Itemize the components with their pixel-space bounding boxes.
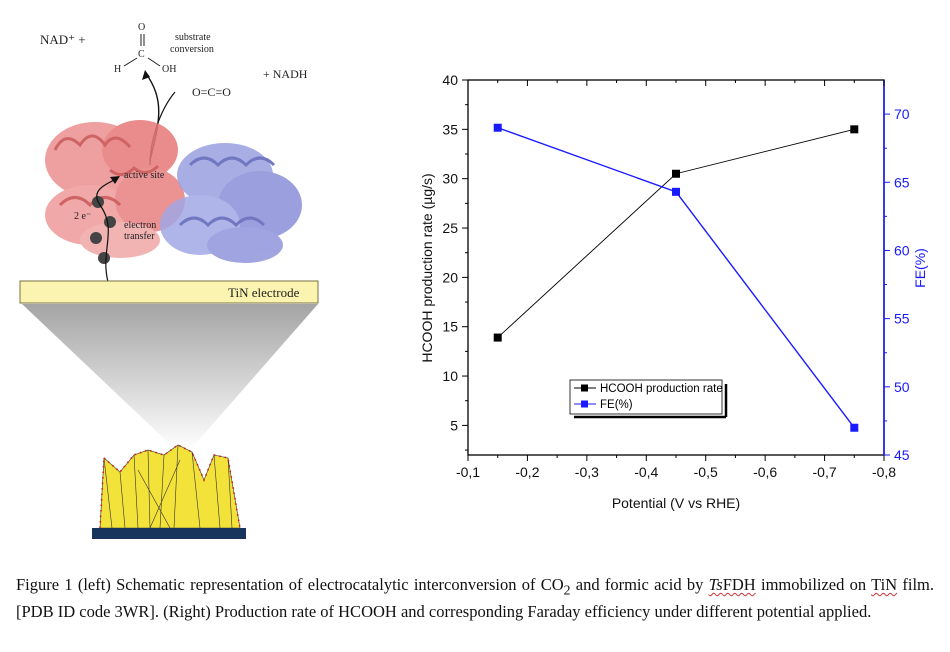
- data-point-fe: [672, 187, 680, 196]
- caption-part3: immobilized on: [755, 575, 872, 594]
- formic-h-label: H: [114, 64, 121, 75]
- tin-nanostructure-film: [92, 444, 246, 539]
- x-axis-label: Potential (V vs RHE): [612, 495, 740, 511]
- enzyme-red-domain: [45, 120, 185, 258]
- caption-part2: and formic acid by: [570, 575, 709, 594]
- nadh-label: + NADH: [263, 67, 308, 81]
- iron-sulfur-clusters: [90, 196, 116, 264]
- y-tick-label: 40: [442, 72, 458, 88]
- substrate-conversion-label: substrate: [175, 32, 211, 43]
- chart-legend: HCOOH production rate FE(%): [569, 379, 728, 419]
- x-tick-label: -0,1: [456, 464, 480, 480]
- y-axis-label: HCOOH production rate (µg/s): [419, 173, 435, 362]
- caption-fdh: FDH: [722, 575, 756, 594]
- x-tick-label: -0,5: [694, 464, 718, 480]
- schematic-figure: NAD⁺ + O C H OH substrate conversion O=C…: [19, 22, 319, 539]
- y2-tick-label: 65: [894, 174, 910, 190]
- x-tick-label: -0,2: [515, 464, 539, 480]
- legend-fe: FE(%): [600, 399, 633, 411]
- series-line-hcooh: [497, 128, 855, 338]
- y-tick-label: 35: [442, 121, 458, 137]
- electrons-label: 2 e⁻: [74, 211, 91, 222]
- nad-plus-label: NAD⁺ +: [40, 32, 86, 47]
- y-tick-label: 30: [442, 171, 458, 187]
- substrate-conversion-label-2: conversion: [170, 44, 214, 55]
- electron-transfer-label-2: transfer: [124, 231, 155, 242]
- caption-part1: Figure 1 (left) Schematic representation…: [16, 575, 564, 594]
- caption-sub2: 2: [563, 582, 571, 598]
- caption-part4: film. [PDB ID code 3WR]. (Right) Product…: [16, 575, 934, 622]
- y2-tick-label: 70: [894, 106, 910, 122]
- data-point-hcooh: [672, 169, 680, 178]
- electron-path-arrow: [96, 177, 119, 283]
- data-point-hcooh: [850, 125, 859, 134]
- electrode-label: TiN electrode: [228, 285, 300, 300]
- data-point-fe: [493, 123, 502, 132]
- legend-hcooh: HCOOH production rate: [600, 383, 723, 395]
- x-tick-label: -0,7: [813, 464, 837, 480]
- formic-c-label: C: [138, 49, 145, 60]
- y-tick-label: 5: [450, 417, 458, 433]
- y2-tick-label: 45: [894, 447, 910, 463]
- x-tick-label: -0,8: [872, 464, 896, 480]
- co2-label: O=C=O: [192, 85, 231, 99]
- formic-o-label: O: [138, 22, 145, 33]
- y2-tick-label: 60: [894, 242, 910, 258]
- x-tick-label: -0,3: [575, 464, 599, 480]
- y2-tick-label: 55: [894, 311, 910, 327]
- data-point-fe: [850, 423, 859, 432]
- tin-electrode: [19, 280, 319, 304]
- y2-axis-label: FE(%): [912, 248, 928, 288]
- active-site-label: active site: [124, 170, 165, 181]
- caption-tin: TiN: [871, 575, 898, 594]
- x-tick-label: -0,4: [634, 464, 658, 480]
- y-tick-label: 10: [442, 368, 458, 384]
- data-point-hcooh: [493, 333, 502, 342]
- y2-tick-label: 50: [894, 379, 910, 395]
- enzyme-blue-domain: [160, 143, 302, 263]
- potential-chart: -0,1 -0,2 -0,3 -0,4 -0,5 -0,6 -0,7 -0,8 5 10 15 20 2…: [419, 72, 928, 511]
- magnification-cone: [22, 304, 318, 450]
- electron-transfer-label: electron: [124, 220, 156, 231]
- y-tick-label: 15: [442, 319, 458, 335]
- figure-caption: Figure 1 (left) Schematic representation…: [16, 574, 934, 623]
- formic-oh-label: OH: [162, 64, 176, 75]
- y-tick-label: 20: [442, 269, 458, 285]
- y-tick-label: 25: [442, 220, 458, 236]
- caption-ts: Ts: [708, 575, 723, 594]
- x-tick-label: -0,6: [753, 464, 777, 480]
